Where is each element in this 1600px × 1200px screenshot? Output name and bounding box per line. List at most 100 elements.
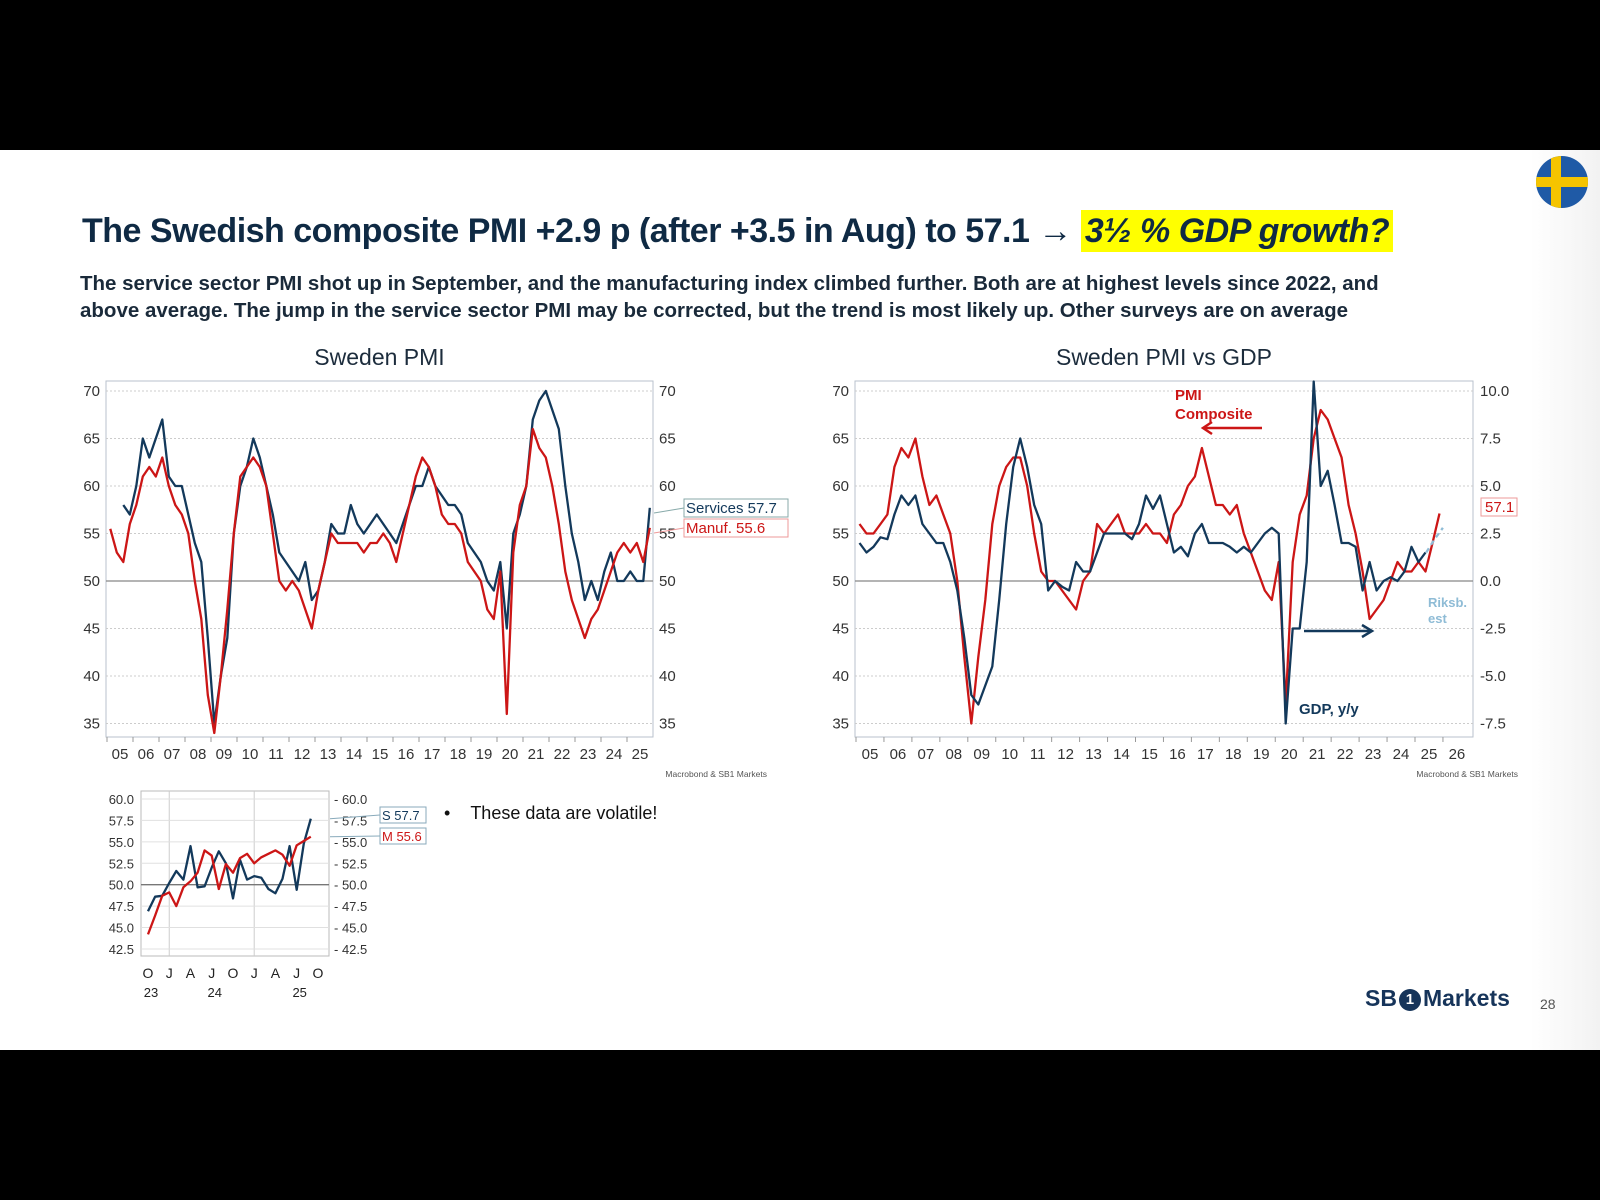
- x-tick-label: 24: [1393, 746, 1410, 763]
- x-year-label: 23: [144, 985, 158, 1000]
- x-tick-label: J: [293, 965, 300, 981]
- bullet-note: • These data are volatile!: [444, 803, 658, 823]
- x-tick-label: 22: [554, 746, 571, 763]
- x-tick-label: 18: [450, 746, 467, 763]
- x-tick-label: 10: [242, 746, 259, 763]
- x-tick-label: 06: [138, 746, 155, 763]
- y2-tick-label: 7.5: [1480, 431, 1501, 448]
- x-tick-label: 09: [973, 746, 990, 763]
- y-tick-label: 60.0: [109, 792, 134, 807]
- x-tick-label: 17: [424, 746, 441, 763]
- last-value-box: [683, 518, 789, 538]
- leader-line: [329, 814, 381, 820]
- series-line-s: [146, 818, 312, 912]
- y-tick-label: 70: [83, 383, 100, 400]
- x-tick-label: 21: [1309, 746, 1326, 763]
- x-tick-label: 13: [1085, 746, 1102, 763]
- x-tick-label: 11: [1030, 746, 1046, 763]
- x-tick-label: 17: [1197, 746, 1214, 763]
- y2-tick-label: 10.0: [1480, 383, 1509, 400]
- leader-line: [653, 527, 685, 534]
- x-tick-label: 06: [890, 746, 907, 763]
- y2-tick-label: -5.0: [1480, 668, 1506, 685]
- x-tick-label: A: [271, 965, 281, 981]
- y2-tick-label: 40: [659, 668, 676, 685]
- y2-tick-label: 60: [659, 478, 676, 495]
- last-value-box: [1480, 497, 1518, 517]
- riksbank-label: Riksb.: [1428, 595, 1467, 610]
- y2-tick-label: - 47.5: [334, 899, 367, 914]
- y2-tick-label: 45: [659, 621, 676, 638]
- title-highlight: 3½ % GDP growth?: [1080, 210, 1394, 252]
- y-tick-label: 65: [832, 431, 849, 448]
- last-value-box: [379, 806, 427, 824]
- y-tick-label: 47.5: [109, 899, 134, 914]
- logo-text-sb: SB: [1365, 985, 1397, 1011]
- y2-tick-label: - 50.0: [334, 878, 367, 893]
- last-value-box: [683, 498, 789, 518]
- y-tick-label: 50: [83, 573, 100, 590]
- x-tick-label: 19: [1253, 746, 1270, 763]
- y-tick-label: 45: [83, 621, 100, 638]
- x-tick-label: 16: [1169, 746, 1186, 763]
- y2-tick-label: 2.5: [1480, 526, 1501, 543]
- x-tick-label: 26: [1449, 746, 1466, 763]
- y-tick-label: 40: [83, 668, 100, 685]
- x-tick-label: 07: [164, 746, 181, 763]
- x-tick-label: 05: [112, 746, 129, 763]
- plot-frame: [854, 380, 1474, 738]
- y-tick-label: 57.5: [109, 813, 134, 828]
- x-tick-label: 24: [606, 746, 623, 763]
- y2-tick-label: 70: [659, 383, 676, 400]
- last-value-label: Manuf. 55.6: [686, 520, 765, 537]
- y-tick-label: 35: [832, 716, 849, 733]
- x-tick-label: 08: [945, 746, 962, 763]
- x-tick-label: 13: [320, 746, 337, 763]
- y-tick-label: 55: [832, 526, 849, 543]
- last-value-label: M 55.6: [382, 829, 422, 844]
- gdp-label: GDP, y/y: [1299, 701, 1359, 718]
- y-tick-label: 60: [832, 478, 849, 495]
- y-tick-label: 55.0: [109, 835, 134, 850]
- bullet-text: These data are volatile!: [470, 803, 658, 823]
- series-line-m: [146, 835, 312, 935]
- logo-text-markets: Markets: [1422, 985, 1510, 1011]
- sb1-markets-logo: SB 1 Markets: [1365, 985, 1510, 1012]
- series-line-services: [122, 389, 651, 725]
- x-tick-label: 05: [862, 746, 879, 763]
- source-note: Macrobond & SB1 Markets: [1416, 769, 1518, 779]
- x-tick-label: A: [186, 965, 196, 981]
- page-title: The Swedish composite PMI +2.9 p (after …: [82, 210, 1394, 252]
- last-value-label: Services 57.7: [686, 500, 777, 517]
- plot-frame: [105, 380, 654, 738]
- x-tick-label: O: [312, 965, 323, 981]
- riksbank-label: est: [1428, 611, 1447, 626]
- x-tick-label: 11: [268, 746, 284, 763]
- y2-tick-label: - 55.0: [334, 835, 367, 850]
- x-year-label: 24: [207, 985, 221, 1000]
- x-tick-label: 10: [1001, 746, 1018, 763]
- logo-one-icon: 1: [1398, 989, 1421, 1011]
- x-tick-label: 25: [1421, 746, 1438, 763]
- last-value-label: S 57.7: [382, 808, 420, 823]
- x-tick-label: 07: [918, 746, 935, 763]
- y-tick-label: 52.5: [109, 856, 134, 871]
- y2-tick-label: -7.5: [1480, 716, 1506, 733]
- y2-tick-label: - 42.5: [334, 942, 367, 957]
- slide: [0, 150, 1600, 1050]
- y-tick-label: 50: [832, 573, 849, 590]
- y2-tick-label: 35: [659, 716, 676, 733]
- x-tick-label: J: [166, 965, 173, 981]
- x-tick-label: O: [143, 965, 154, 981]
- x-tick-label: 12: [1057, 746, 1074, 763]
- y2-tick-label: -2.5: [1480, 621, 1506, 638]
- x-tick-label: 23: [580, 746, 597, 763]
- x-tick-label: 14: [1113, 746, 1130, 763]
- x-tick-label: 25: [632, 746, 649, 763]
- sweden-flag-icon: [1536, 156, 1588, 208]
- title-main: The Swedish composite PMI +2.9 p (after …: [82, 212, 1081, 250]
- series-line-manuf-: [109, 427, 651, 735]
- y-tick-label: 50.0: [109, 878, 134, 893]
- x-tick-label: 15: [1141, 746, 1158, 763]
